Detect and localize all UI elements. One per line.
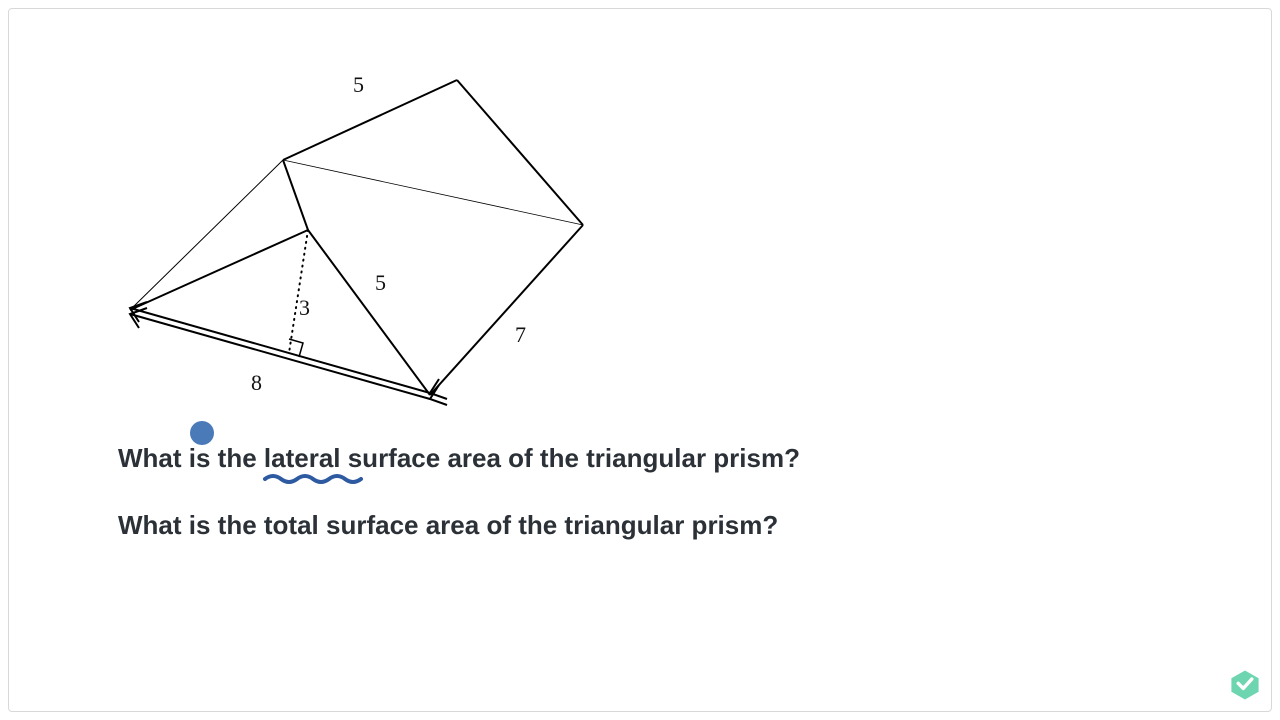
question-2: What is the total surface area of the tr… [118, 509, 1018, 542]
underline-squiggle [263, 472, 373, 486]
question-1-text: What is the lateral surface area of the … [118, 443, 800, 473]
question-block: What is the lateral surface area of the … [118, 442, 1018, 575]
label-top-edge: 5 [353, 72, 364, 97]
label-height: 3 [299, 295, 310, 320]
question-2-text: What is the total surface area of the tr… [118, 510, 778, 540]
question-1: What is the lateral surface area of the … [118, 442, 1018, 475]
label-depth: 7 [515, 322, 526, 347]
brand-logo-icon [1228, 668, 1262, 702]
label-base: 8 [251, 370, 262, 395]
label-slant: 5 [375, 270, 386, 295]
prism-diagram: 5 5 3 8 7 [85, 50, 645, 430]
